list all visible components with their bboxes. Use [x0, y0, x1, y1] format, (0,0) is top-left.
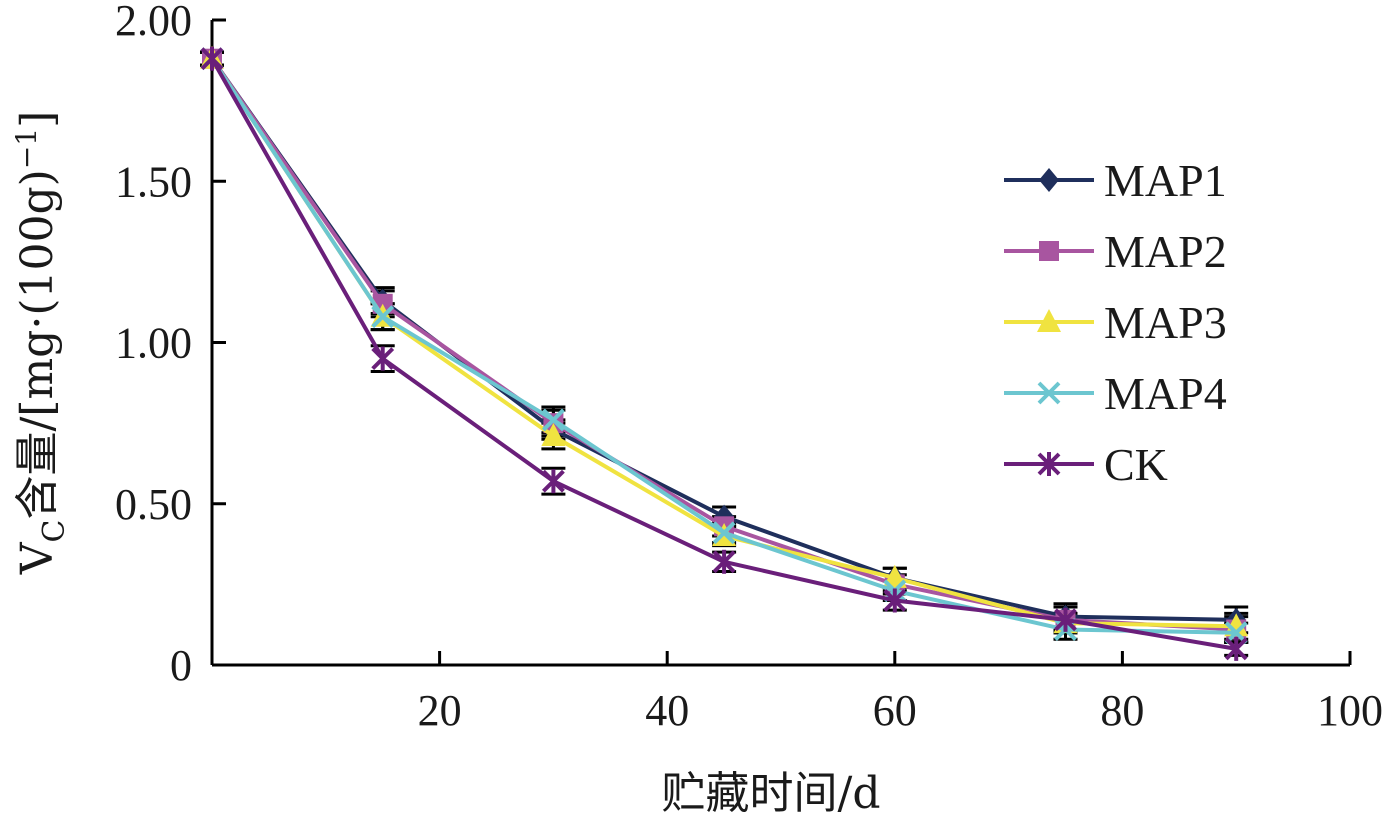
legend-label: MAP4	[1104, 368, 1227, 419]
axes: 0 0.50 1.00 1.50 2.00 20 40 60 80 100	[115, 0, 1383, 735]
legend-item-map2: MAP2	[1004, 226, 1227, 277]
data-point	[371, 305, 395, 329]
data-point	[712, 549, 736, 574]
legend-label: MAP3	[1104, 297, 1227, 348]
legend-label: MAP2	[1104, 226, 1227, 277]
x-axis-title: 贮藏时间/d	[662, 768, 881, 817]
legend-item-map3: MAP3	[1004, 297, 1227, 348]
legend-item-ck: CK	[1004, 439, 1168, 490]
series-layer	[200, 45, 1249, 661]
legend-item-map4: MAP4	[1004, 368, 1227, 419]
data-point	[541, 469, 565, 494]
legend-label: MAP1	[1104, 155, 1227, 206]
data-point	[371, 346, 395, 371]
x-tick-label: 40	[645, 686, 689, 735]
legend-item-map1: MAP1	[1004, 155, 1227, 206]
y-tick-label: 2.00	[115, 0, 192, 45]
y-axis-title: VC含量/[mg·(100g)−1]	[10, 111, 72, 576]
y-tick-label: 0	[170, 641, 192, 690]
data-point	[1224, 613, 1249, 637]
series-ck	[200, 46, 1248, 661]
data-point	[883, 588, 907, 613]
data-point	[1054, 607, 1077, 632]
x-tick-label: 100	[1317, 686, 1383, 735]
x-tick-label: 60	[873, 686, 917, 735]
legend-marker	[1039, 241, 1059, 261]
legend-marker	[1037, 309, 1061, 332]
data-point	[200, 46, 224, 71]
data-point	[541, 408, 565, 432]
series-map3	[200, 45, 1249, 637]
y-tick-label: 0.50	[115, 480, 192, 529]
legend: MAP1 MAP2 MAP3 MAP4 CK	[1004, 155, 1227, 490]
x-tick-label: 80	[1100, 686, 1144, 735]
legend-marker	[1037, 381, 1061, 405]
data-point	[1224, 636, 1248, 661]
legend-marker	[1039, 168, 1059, 192]
data-point	[541, 423, 566, 447]
y-tick-label: 1.00	[115, 319, 192, 368]
y-tick-label: 1.50	[115, 157, 192, 206]
data-point	[712, 521, 736, 545]
legend-label: CK	[1104, 439, 1168, 490]
legend-marker	[1037, 452, 1061, 476]
x-tick-label: 20	[418, 686, 462, 735]
